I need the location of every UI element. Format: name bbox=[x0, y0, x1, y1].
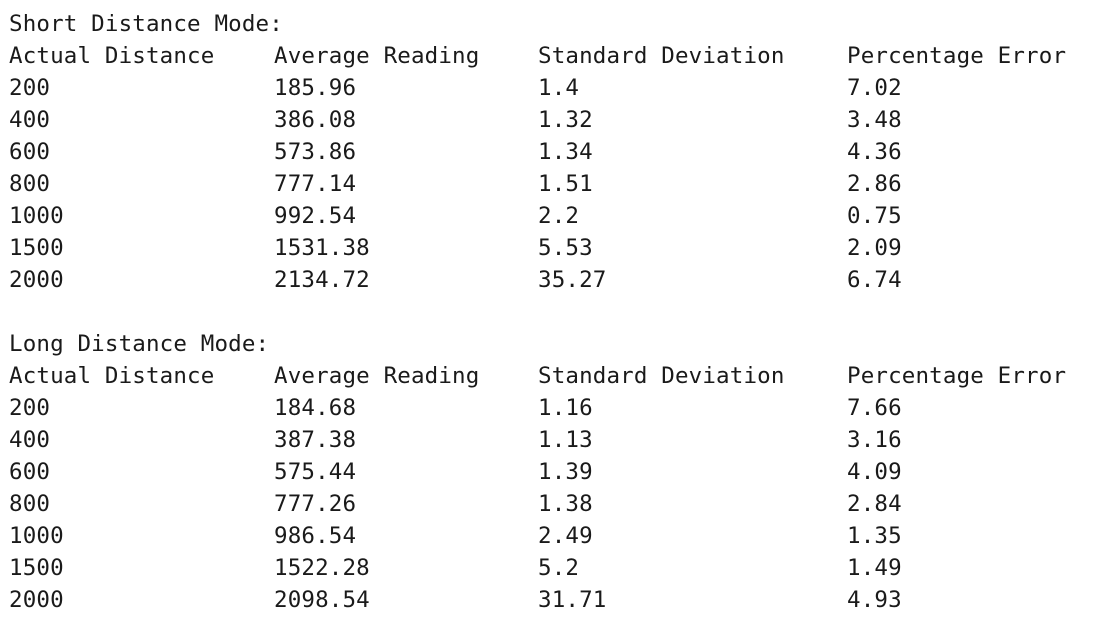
table-cell: 6.74 bbox=[847, 267, 902, 293]
section-gap bbox=[9, 296, 1089, 328]
table-cell: 200 bbox=[9, 395, 51, 421]
table-row: 1500 1522.28 5.2 1.49 bbox=[9, 552, 1089, 584]
table-cell: 777.26 bbox=[274, 491, 357, 517]
column-header: Average Reading bbox=[274, 363, 480, 389]
column-header: Actual Distance bbox=[9, 363, 215, 389]
table-row: 200 184.68 1.16 7.66 bbox=[9, 392, 1089, 424]
column-header: Standard Deviation bbox=[538, 363, 785, 389]
table-cell: 2000 bbox=[9, 587, 64, 613]
table-cell: 1.34 bbox=[538, 139, 593, 165]
table-cell: 5.2 bbox=[538, 555, 580, 581]
table-cell: 3.16 bbox=[847, 427, 902, 453]
table-row: 400 386.08 1.32 3.48 bbox=[9, 104, 1089, 136]
table-cell: 992.54 bbox=[274, 203, 357, 229]
table-cell: 1.13 bbox=[538, 427, 593, 453]
table-cell: 1000 bbox=[9, 523, 64, 549]
table-cell: 1.38 bbox=[538, 491, 593, 517]
table-cell: 800 bbox=[9, 491, 51, 517]
table-cell: 2.49 bbox=[538, 523, 593, 549]
table-cell: 1.39 bbox=[538, 459, 593, 485]
table-cell: 400 bbox=[9, 107, 51, 133]
table-cell: 3.48 bbox=[847, 107, 902, 133]
short-distance-section: Short Distance Mode: Actual Distance Avera… bbox=[9, 8, 1089, 296]
table-row: 1000 992.54 2.2 0.75 bbox=[9, 200, 1089, 232]
column-header: Percentage Error bbox=[847, 43, 1067, 69]
table-cell: 1.16 bbox=[538, 395, 593, 421]
table-cell: 800 bbox=[9, 171, 51, 197]
table-cell: 575.44 bbox=[274, 459, 357, 485]
table-cell: 1500 bbox=[9, 555, 64, 581]
table-cell: 573.86 bbox=[274, 139, 357, 165]
table-cell: 4.93 bbox=[847, 587, 902, 613]
column-header: Standard Deviation bbox=[538, 43, 785, 69]
table-cell: 184.68 bbox=[274, 395, 357, 421]
table-row: 200 185.96 1.4 7.02 bbox=[9, 72, 1089, 104]
table-row: 400 387.38 1.13 3.16 bbox=[9, 424, 1089, 456]
table-cell: 1531.38 bbox=[274, 235, 370, 261]
table-cell: 2.86 bbox=[847, 171, 902, 197]
table-cell: 2000 bbox=[9, 267, 64, 293]
table-cell: 400 bbox=[9, 427, 51, 453]
table-cell: 2.84 bbox=[847, 491, 902, 517]
table-cell: 2.09 bbox=[847, 235, 902, 261]
table-cell: 986.54 bbox=[274, 523, 357, 549]
column-header: Average Reading bbox=[274, 43, 480, 69]
table-row: 600 575.44 1.39 4.09 bbox=[9, 456, 1089, 488]
table-row: 2000 2134.72 35.27 6.74 bbox=[9, 264, 1089, 296]
table-cell: 777.14 bbox=[274, 171, 357, 197]
column-header: Percentage Error bbox=[847, 363, 1067, 389]
table-cell: 2098.54 bbox=[274, 587, 370, 613]
table-cell: 0.75 bbox=[847, 203, 902, 229]
table-header: Actual Distance Average Reading Standard D… bbox=[9, 40, 1089, 72]
table-row: 1500 1531.38 5.53 2.09 bbox=[9, 232, 1089, 264]
terminal-output: Short Distance Mode: Actual Distance Avera… bbox=[9, 8, 1089, 616]
table-cell: 1500 bbox=[9, 235, 64, 261]
table-row: 2000 2098.54 31.71 4.93 bbox=[9, 584, 1089, 616]
section-title: Long Distance Mode: bbox=[9, 331, 270, 357]
table-cell: 387.38 bbox=[274, 427, 357, 453]
table-cell: 600 bbox=[9, 139, 51, 165]
table-cell: 386.08 bbox=[274, 107, 357, 133]
table-row: 800 777.26 1.38 2.84 bbox=[9, 488, 1089, 520]
table-row: 600 573.86 1.34 4.36 bbox=[9, 136, 1089, 168]
table-cell: 1.49 bbox=[847, 555, 902, 581]
table-cell: 31.71 bbox=[538, 587, 607, 613]
column-header: Actual Distance bbox=[9, 43, 215, 69]
table-cell: 600 bbox=[9, 459, 51, 485]
table-cell: 1000 bbox=[9, 203, 64, 229]
table-cell: 4.36 bbox=[847, 139, 902, 165]
table-cell: 4.09 bbox=[847, 459, 902, 485]
table-cell: 185.96 bbox=[274, 75, 357, 101]
table-cell: 200 bbox=[9, 75, 51, 101]
section-title: Short Distance Mode: bbox=[9, 11, 283, 37]
long-distance-section: Long Distance Mode: Actual Distance Averag… bbox=[9, 328, 1089, 616]
table-cell: 35.27 bbox=[538, 267, 607, 293]
table-cell: 2.2 bbox=[538, 203, 580, 229]
table-header: Actual Distance Average Reading Standard D… bbox=[9, 360, 1089, 392]
table-row: 800 777.14 1.51 2.86 bbox=[9, 168, 1089, 200]
table-cell: 1.35 bbox=[847, 523, 902, 549]
table-cell: 2134.72 bbox=[274, 267, 370, 293]
table-cell: 7.02 bbox=[847, 75, 902, 101]
table-row: 1000 986.54 2.49 1.35 bbox=[9, 520, 1089, 552]
table-cell: 1.4 bbox=[538, 75, 580, 101]
table-cell: 5.53 bbox=[538, 235, 593, 261]
table-cell: 1522.28 bbox=[274, 555, 370, 581]
table-cell: 1.32 bbox=[538, 107, 593, 133]
table-cell: 7.66 bbox=[847, 395, 902, 421]
table-cell: 1.51 bbox=[538, 171, 593, 197]
